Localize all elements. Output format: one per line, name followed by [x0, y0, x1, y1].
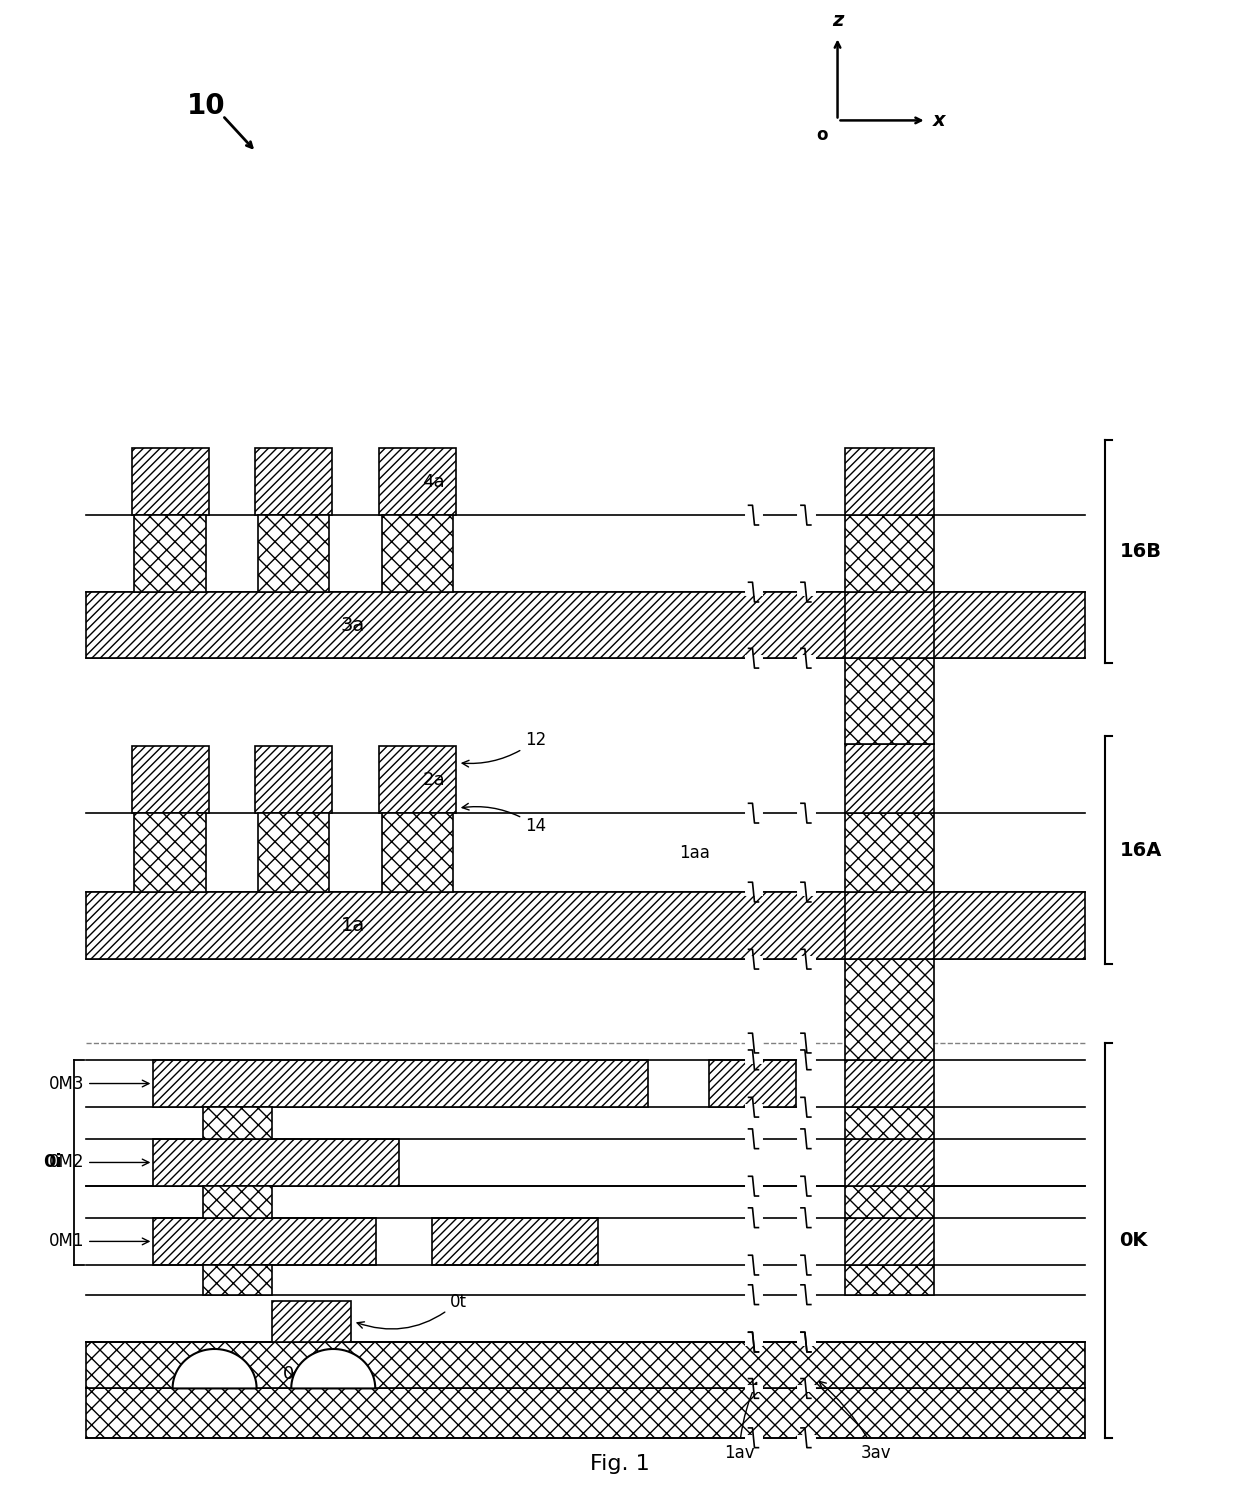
- Bar: [846, 1265, 935, 1295]
- Text: 16A: 16A: [1120, 841, 1162, 859]
- Bar: [202, 1186, 272, 1217]
- Polygon shape: [172, 1349, 257, 1388]
- Bar: [131, 448, 208, 516]
- Bar: [134, 812, 206, 892]
- Text: 3av: 3av: [820, 1382, 890, 1462]
- Text: 10: 10: [187, 91, 226, 120]
- Bar: [154, 1139, 398, 1186]
- Text: 0M3: 0M3: [48, 1075, 149, 1093]
- Bar: [258, 516, 330, 592]
- Bar: [86, 592, 1085, 658]
- Bar: [255, 747, 332, 812]
- Bar: [846, 892, 935, 959]
- Bar: [134, 516, 206, 592]
- Bar: [202, 1265, 272, 1295]
- Text: 14: 14: [463, 803, 546, 835]
- Bar: [846, 448, 935, 516]
- Bar: [86, 892, 1085, 959]
- Text: 1av: 1av: [724, 1382, 756, 1462]
- Bar: [846, 658, 935, 744]
- Text: z: z: [832, 10, 843, 30]
- Bar: [255, 448, 332, 516]
- Polygon shape: [291, 1349, 376, 1388]
- Text: 3a: 3a: [341, 616, 365, 634]
- Text: 1a: 1a: [341, 916, 365, 935]
- Text: x: x: [932, 111, 945, 130]
- Text: 0K: 0K: [1120, 1231, 1148, 1250]
- Bar: [846, 1217, 935, 1265]
- Bar: [154, 1060, 647, 1108]
- Bar: [382, 516, 453, 592]
- Bar: [846, 516, 935, 592]
- Text: 12: 12: [463, 732, 547, 767]
- Bar: [846, 1108, 935, 1139]
- Bar: [846, 592, 935, 658]
- Bar: [131, 747, 208, 812]
- Bar: [846, 812, 935, 892]
- Text: o: o: [816, 126, 827, 144]
- Bar: [154, 1217, 376, 1265]
- Bar: [846, 959, 935, 1060]
- Bar: [258, 812, 330, 892]
- Text: 0M1: 0M1: [48, 1232, 149, 1250]
- Bar: [202, 1108, 272, 1139]
- Text: 4a: 4a: [423, 472, 445, 490]
- Text: 0t: 0t: [357, 1292, 467, 1330]
- Text: 0: 0: [283, 1364, 294, 1382]
- Bar: [846, 1186, 935, 1217]
- Bar: [378, 448, 456, 516]
- Bar: [378, 747, 456, 812]
- Bar: [86, 1388, 1085, 1438]
- Text: Fig. 1: Fig. 1: [590, 1454, 650, 1475]
- Bar: [846, 1060, 935, 1108]
- Text: 1aa: 1aa: [680, 844, 711, 862]
- Text: 16B: 16B: [1120, 543, 1162, 561]
- Bar: [86, 1342, 1085, 1388]
- Bar: [846, 744, 935, 812]
- Text: 0i: 0i: [42, 1153, 61, 1171]
- Bar: [846, 1139, 935, 1186]
- Bar: [382, 812, 453, 892]
- Bar: [432, 1217, 598, 1265]
- Bar: [709, 1060, 796, 1108]
- Bar: [272, 1301, 351, 1342]
- Text: 0M2: 0M2: [48, 1153, 149, 1171]
- Text: 2a: 2a: [423, 770, 445, 788]
